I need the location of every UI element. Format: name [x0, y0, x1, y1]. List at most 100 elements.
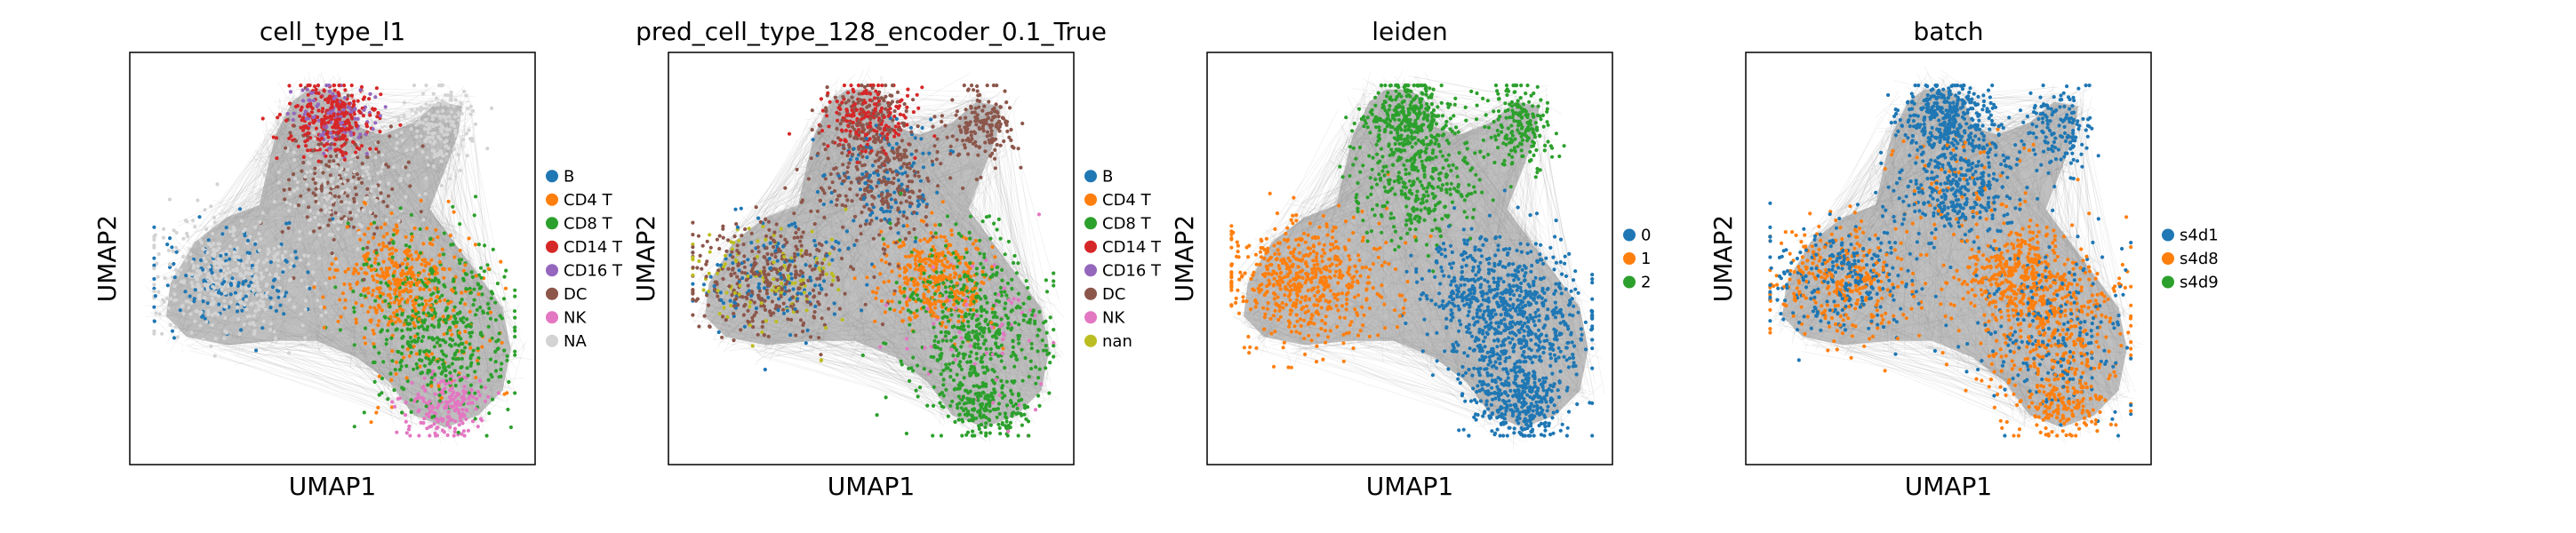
point [895, 172, 900, 177]
point [368, 147, 372, 151]
point [452, 430, 457, 434]
point [946, 319, 951, 323]
point [720, 335, 724, 339]
point [988, 154, 993, 158]
point [695, 266, 700, 270]
point [737, 268, 741, 273]
point [246, 266, 251, 271]
point [852, 136, 857, 140]
point [440, 154, 444, 158]
point [954, 255, 958, 260]
point [181, 312, 186, 316]
point [188, 312, 193, 316]
point [1029, 346, 1034, 351]
point [851, 152, 855, 156]
point [427, 336, 431, 340]
point [977, 119, 981, 123]
point [971, 429, 975, 434]
point [995, 315, 999, 320]
point [452, 434, 456, 438]
point [969, 133, 973, 138]
point [312, 285, 316, 290]
point [435, 426, 439, 431]
point [996, 217, 1001, 221]
point [1020, 121, 1025, 126]
point [460, 421, 465, 426]
point [275, 156, 279, 161]
point [285, 149, 290, 154]
point [762, 304, 766, 308]
point [815, 189, 820, 195]
point [722, 306, 726, 310]
point [346, 178, 350, 183]
point [293, 250, 298, 254]
point [863, 181, 868, 186]
point [343, 269, 348, 274]
point [972, 434, 977, 438]
point [354, 301, 358, 306]
point [284, 200, 289, 204]
point [940, 259, 944, 263]
point [984, 421, 988, 426]
point [313, 181, 317, 186]
point [858, 151, 863, 155]
point [346, 266, 350, 271]
point [474, 274, 478, 278]
point [327, 89, 332, 94]
point [870, 211, 875, 215]
point [836, 173, 841, 179]
point [441, 418, 445, 422]
point [434, 96, 438, 100]
point [276, 264, 281, 268]
point [313, 166, 317, 171]
point [860, 353, 865, 358]
point [972, 110, 977, 115]
point [407, 343, 412, 347]
point [274, 308, 278, 314]
point [707, 290, 711, 294]
point [314, 87, 318, 91]
point [161, 298, 165, 302]
point [375, 273, 380, 277]
point [420, 121, 425, 125]
point [383, 315, 388, 320]
point [374, 147, 379, 151]
point [461, 394, 466, 399]
point [288, 90, 293, 94]
point [426, 324, 430, 330]
point [957, 364, 963, 369]
point [827, 306, 831, 311]
point [442, 275, 446, 280]
point [432, 410, 436, 415]
point [174, 245, 179, 250]
point [940, 338, 945, 343]
point [401, 290, 405, 294]
point [406, 160, 411, 164]
point [407, 322, 412, 326]
point [472, 213, 476, 218]
point [440, 388, 444, 393]
point [432, 324, 436, 329]
point [362, 262, 366, 266]
point [180, 304, 184, 308]
point [855, 160, 860, 164]
point [956, 265, 960, 269]
point [396, 265, 400, 269]
point [819, 286, 824, 290]
y-axis-label: UMAP2 [92, 215, 122, 303]
point [949, 338, 954, 343]
point [835, 110, 839, 115]
point [1013, 402, 1019, 406]
point [323, 98, 328, 102]
point [298, 229, 302, 234]
point [729, 240, 733, 244]
point [896, 132, 901, 137]
point [327, 276, 332, 281]
point [381, 241, 386, 245]
point [400, 345, 405, 349]
point [914, 388, 918, 393]
point [342, 142, 347, 147]
point [414, 258, 419, 262]
point [152, 305, 156, 309]
point [850, 107, 854, 113]
